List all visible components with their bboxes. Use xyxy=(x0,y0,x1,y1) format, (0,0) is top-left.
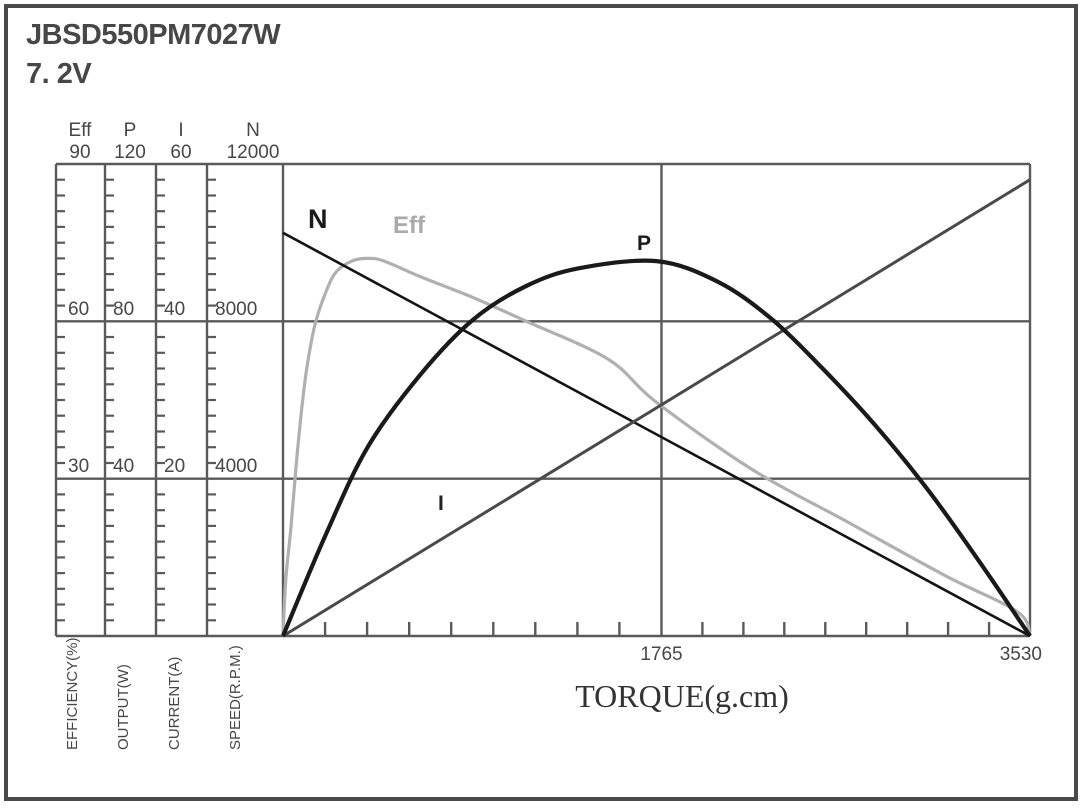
svg-text:90: 90 xyxy=(69,142,90,163)
svg-text:30: 30 xyxy=(68,456,89,477)
svg-text:JBSD550PM7027W: JBSD550PM7027W xyxy=(26,19,281,51)
svg-text:TORQUE(g.cm): TORQUE(g.cm) xyxy=(575,678,789,714)
svg-text:P: P xyxy=(637,232,651,255)
svg-text:7. 2V: 7. 2V xyxy=(26,58,92,90)
svg-text:4000: 4000 xyxy=(215,456,257,477)
svg-text:60: 60 xyxy=(68,299,89,320)
svg-text:1765: 1765 xyxy=(640,644,682,665)
svg-text:CURRENT(A): CURRENT(A) xyxy=(166,657,183,750)
svg-text:40: 40 xyxy=(164,299,185,320)
svg-text:8000: 8000 xyxy=(215,299,257,320)
svg-text:N: N xyxy=(308,204,328,234)
svg-text:20: 20 xyxy=(164,456,185,477)
svg-text:80: 80 xyxy=(113,299,134,320)
svg-text:40: 40 xyxy=(113,456,134,477)
svg-text:Eff: Eff xyxy=(69,120,93,141)
svg-text:3530: 3530 xyxy=(1000,644,1042,665)
svg-text:OUTPUT(W): OUTPUT(W) xyxy=(115,664,132,750)
svg-text:12000: 12000 xyxy=(227,142,280,163)
svg-text:N: N xyxy=(246,120,260,141)
svg-text:P: P xyxy=(124,120,137,141)
svg-text:EFFICIENCY(%): EFFICIENCY(%) xyxy=(64,637,81,750)
svg-text:I: I xyxy=(178,120,183,141)
svg-text:Eff: Eff xyxy=(393,212,426,239)
svg-text:120: 120 xyxy=(114,142,146,163)
svg-text:SPEED(R.P.M.): SPEED(R.P.M.) xyxy=(227,645,244,750)
svg-text:60: 60 xyxy=(170,142,191,163)
svg-text:I: I xyxy=(438,492,444,515)
